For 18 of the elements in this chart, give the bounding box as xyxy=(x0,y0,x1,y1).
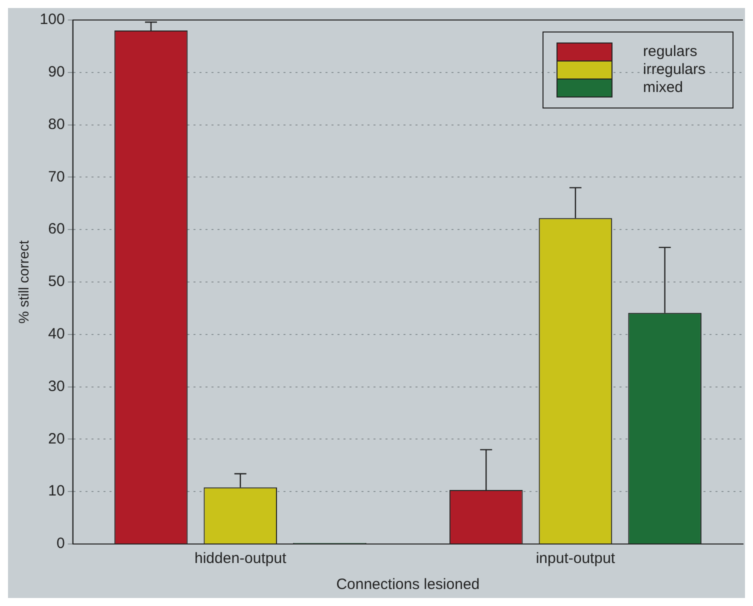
y-tick-label: 100 xyxy=(40,11,65,28)
y-axis-title: % still correct xyxy=(15,240,32,324)
y-tick-label: 80 xyxy=(48,116,65,133)
y-tick-label: 0 xyxy=(56,535,65,552)
y-tick-label: 10 xyxy=(48,482,65,500)
y-tick-label: 20 xyxy=(48,430,65,448)
y-tick-label: 90 xyxy=(48,64,65,81)
y-tick-label: 40 xyxy=(48,326,65,343)
x-axis-title: Connections lesioned xyxy=(336,576,480,594)
legend-label: regulars xyxy=(643,43,698,60)
y-tick-label: 50 xyxy=(48,273,65,290)
legend-label: irregulars xyxy=(643,61,706,78)
y-tick-label: 70 xyxy=(48,168,65,186)
y-tick-label: 30 xyxy=(48,378,65,395)
legend-label: mixed xyxy=(643,79,684,96)
x-tick-label: input-output xyxy=(536,550,616,568)
x-tick-label: hidden-output xyxy=(194,550,288,568)
y-tick-label: 60 xyxy=(48,220,65,238)
